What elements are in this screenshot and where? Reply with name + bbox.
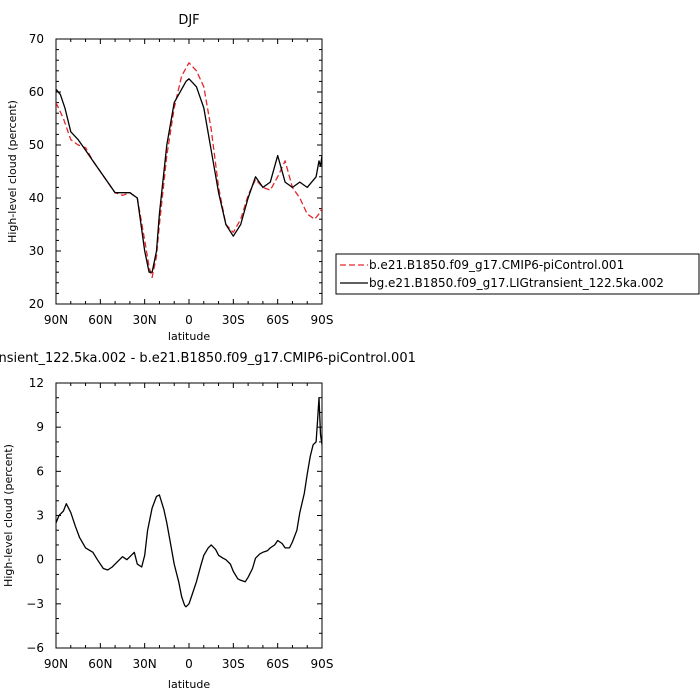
y-tick-label: 3: [36, 509, 44, 523]
x-tick-label: 0: [185, 657, 193, 671]
series-line-0: [56, 397, 322, 608]
x-tick-label: 90S: [311, 657, 334, 671]
y-tick-label: 12: [29, 376, 44, 390]
x-tick-label: 60N: [88, 313, 112, 327]
y-tick-label: −3: [26, 597, 44, 611]
y-tick-label: 60: [29, 85, 44, 99]
y-tick-label: 9: [36, 420, 44, 434]
y-tick-label: 40: [29, 191, 44, 205]
x-tick-label: 30N: [133, 313, 157, 327]
y-tick-label: 50: [29, 138, 44, 152]
x-axis-title: latitude: [168, 330, 210, 343]
x-tick-label: 60S: [266, 657, 289, 671]
plot-title: DJF: [178, 13, 199, 28]
y-tick-label: 70: [29, 32, 44, 46]
x-tick-label: 90S: [311, 313, 334, 327]
x-tick-label: 30S: [222, 313, 245, 327]
legend-label-1: bg.e21.B1850.f09_g17.LIGtransient_122.5k…: [369, 276, 664, 290]
plot-frame: [55, 382, 323, 649]
x-tick-label: 60N: [88, 657, 112, 671]
series-line-1: [56, 78, 322, 273]
x-tick-label: 60S: [266, 313, 289, 327]
bottom-panel-difference: 90N 60N 30N 0 30S 60S 90S −6 −3 0 3 6 9 12 latitude Hig…: [0, 351, 416, 691]
y-tick-label: 6: [36, 464, 44, 478]
y-tick-label: 20: [29, 297, 44, 311]
x-tick-label: 30N: [133, 657, 157, 671]
legend-label-0: b.e21.B1850.f09_g17.CMIP6-piControl.001: [369, 258, 624, 272]
plot-title: bg.e21.B1850.f09_g17.LIGtransient_122.5k…: [0, 351, 416, 366]
x-tick-label: 0: [185, 313, 193, 327]
x-axis-title: latitude: [168, 678, 210, 691]
x-tick-label: 90N: [44, 657, 68, 671]
x-tick-label: 30S: [222, 657, 245, 671]
y-axis-title: High-level cloud (percent): [2, 444, 15, 587]
legend-box: [335, 253, 700, 295]
y-axis-title: High-level cloud (percent): [6, 100, 19, 243]
y-tick-label: −6: [26, 641, 44, 655]
legend: b.e21.B1850.f09_g17.CMIP6-piControl.001b…: [335, 253, 700, 295]
y-tick-label: 30: [29, 244, 44, 258]
x-tick-label: 90N: [44, 313, 68, 327]
y-tick-label: 0: [36, 553, 44, 567]
top-panel-djf: 90N 60N 30N 0 30S 60S 90S 20 30 40 50 60 70 latitude H…: [6, 13, 700, 343]
